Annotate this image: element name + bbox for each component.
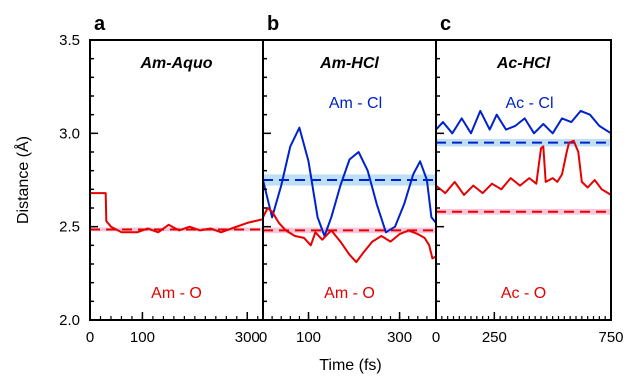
panel-title: Am-Aquo <box>140 55 213 72</box>
panel-frame <box>89 39 264 321</box>
x-tick-label: 300 <box>387 329 412 346</box>
chloride-distance-line <box>262 126 437 237</box>
chloride-series-label: Am - Cl <box>329 95 382 112</box>
panel-letter: a <box>94 13 106 35</box>
x-tick-label: 0 <box>86 329 94 346</box>
oxygen-series-label: Am - O <box>324 285 375 302</box>
panel-frame <box>435 39 612 321</box>
y-tick-label: 2.5 <box>59 219 80 236</box>
oxygen-distance-line <box>435 139 612 196</box>
chloride-distance-line <box>435 109 612 135</box>
oxygen-distance-line <box>262 207 437 264</box>
x-tick-label: 0 <box>432 329 440 346</box>
panel-letter: c <box>440 13 451 35</box>
y-tick-label: 2.0 <box>59 312 80 329</box>
oxygen-series-label: Ac - O <box>501 285 546 302</box>
panel-letter: b <box>267 13 279 35</box>
x-axis-title: Time (fs) <box>319 357 382 374</box>
x-tick-label: 0 <box>259 329 267 346</box>
y-axis-title: Distance (Å) <box>13 136 32 224</box>
oxygen-distance-line <box>90 192 264 234</box>
y-tick-label: 3.0 <box>59 125 80 142</box>
x-tick-label: 100 <box>130 329 155 346</box>
y-tick-label: 3.5 <box>59 32 80 49</box>
panel-title: Ac-HCl <box>496 55 551 72</box>
x-tick-label: 750 <box>598 329 623 346</box>
oxygen-series-label: Am - O <box>151 285 202 302</box>
panel-title: Am-HCl <box>319 55 379 72</box>
x-tick-label: 100 <box>296 329 321 346</box>
x-tick-label: 250 <box>482 329 507 346</box>
x-tick-label: 300 <box>235 329 260 346</box>
chloride-series-label: Ac - Cl <box>506 95 554 112</box>
